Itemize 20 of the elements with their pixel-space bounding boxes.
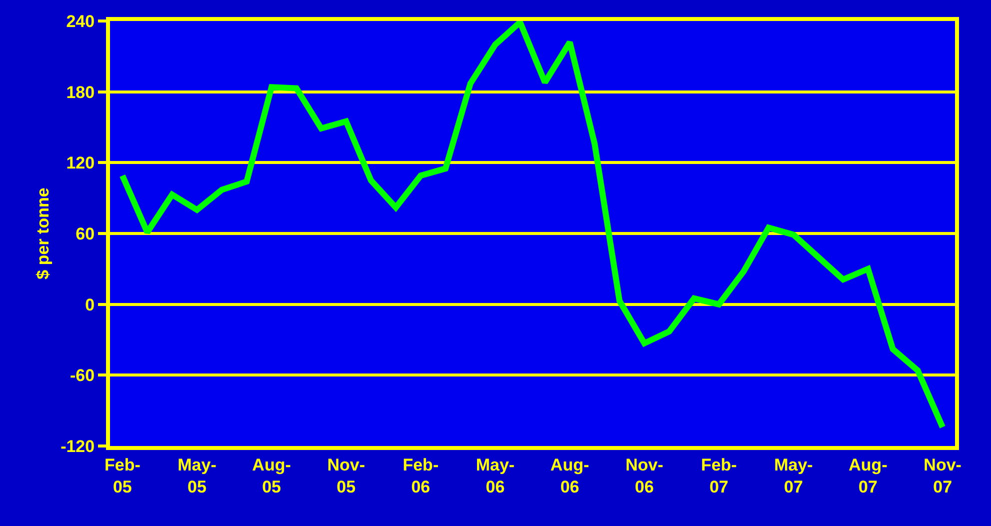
x-tick-label: May- 05 [178,455,216,496]
x-tick-label: Nov- 07 [924,455,962,496]
x-tick-label: Feb- 06 [402,455,439,496]
x-tick-label: Aug- 06 [550,455,590,496]
y-tick-label: -60 [70,366,95,386]
y-axis-title: $ per tonne [34,188,53,280]
y-tick-label: 0 [85,295,95,314]
y-tick-label: -120 [60,436,95,456]
y-tick-label: 180 [66,82,95,102]
x-tick-label: Aug- 05 [252,455,291,496]
x-tick-label: Feb- 05 [104,455,140,496]
y-tick-label: 60 [76,224,95,244]
x-tick-label: Aug- 07 [848,455,888,496]
x-tick-label: Feb- 07 [700,455,737,496]
y-tick-label: 240 [66,12,95,31]
x-tick-label: May- 07 [774,455,813,496]
x-tick-label: Nov- 06 [625,455,664,496]
y-tick-label: 120 [66,154,95,173]
x-tick-label: May- 06 [476,455,515,496]
x-tick-label: Nov- 05 [327,455,365,496]
